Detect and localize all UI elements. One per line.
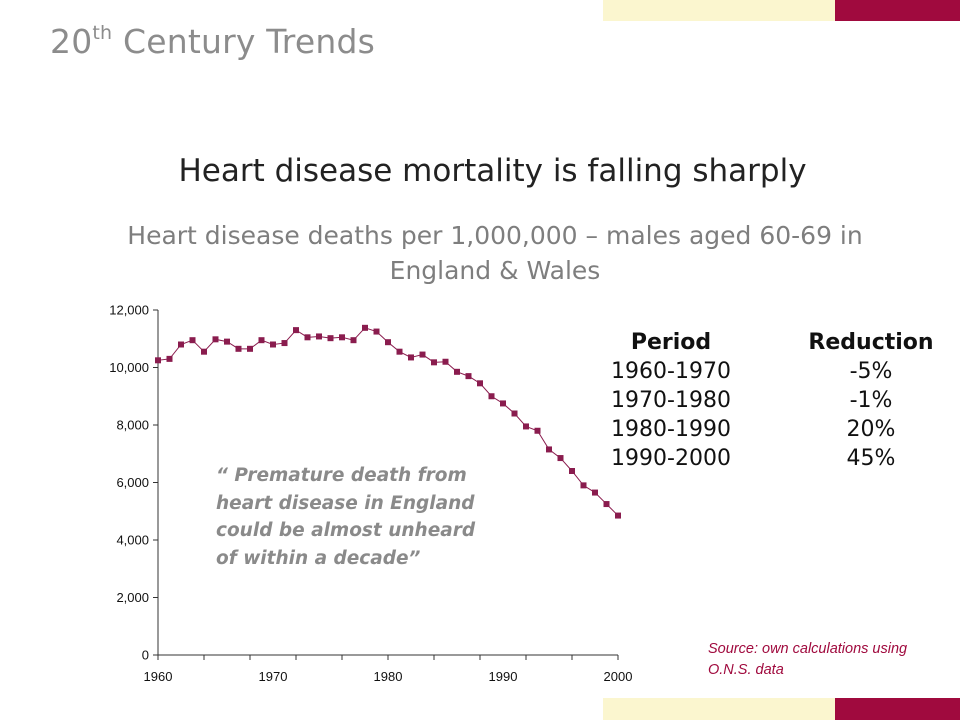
data-point <box>362 324 368 331</box>
y-tick-label: 6,000 <box>116 475 149 490</box>
data-point <box>488 393 495 400</box>
data-point <box>247 345 253 352</box>
data-point <box>155 357 161 364</box>
chart-subtitle: Heart disease deaths per 1,000,000 – mal… <box>127 221 863 285</box>
y-tick-label: 4,000 <box>116 533 149 548</box>
data-point <box>500 400 506 407</box>
data-point <box>201 348 207 355</box>
data-point <box>373 328 380 335</box>
table-row: 1980-1990 20% <box>600 417 960 446</box>
section-title-prefix: 20 <box>50 22 93 61</box>
quote-annotation: “ Premature death from heart disease in … <box>216 465 476 569</box>
data-point <box>304 334 311 341</box>
table-row: 1960-1970 -5% <box>600 359 960 388</box>
header-reduction: Reduction <box>808 330 934 355</box>
data-point <box>523 423 529 430</box>
data-point <box>442 358 449 365</box>
y-tick-label: 8,000 <box>116 418 149 433</box>
data-point <box>408 354 414 361</box>
data-point <box>477 380 483 387</box>
data-point <box>511 410 518 417</box>
header-period: Period <box>630 330 712 355</box>
data-point <box>339 334 345 341</box>
y-tick-label: 2,000 <box>116 590 149 605</box>
period-cell: 1990-2000 <box>611 446 731 471</box>
data-point <box>189 337 196 344</box>
data-point <box>316 333 322 340</box>
source-note: Source: own calculations using O.N.S. da… <box>708 641 908 678</box>
data-point <box>166 355 173 362</box>
data-point <box>224 338 230 345</box>
chart-axes <box>153 309 619 660</box>
section-title: 20th Century Trends <box>50 22 375 61</box>
data-point <box>327 335 334 342</box>
reduction-cell: 45% <box>846 446 896 471</box>
reduction-cell: -1% <box>849 388 893 413</box>
period-cell: 1960-1970 <box>611 359 731 384</box>
decorative-bar-cream-top <box>603 0 835 21</box>
data-point <box>350 337 357 344</box>
data-point <box>592 489 598 496</box>
data-point <box>212 336 219 343</box>
data-point <box>178 341 184 348</box>
data-point <box>615 512 621 519</box>
decorative-bar-maroon-top <box>835 0 960 21</box>
data-point <box>385 339 391 346</box>
data-point <box>454 368 460 375</box>
y-tick-label: 12,000 <box>109 303 149 318</box>
decorative-bar-cream-bottom <box>603 698 835 720</box>
x-tick-label: 1970 <box>259 669 288 684</box>
data-point <box>534 427 541 434</box>
data-point <box>258 337 265 344</box>
data-point <box>293 327 299 334</box>
y-tick-label: 0 <box>142 648 149 663</box>
table-row: 1970-1980 -1% <box>600 388 960 417</box>
section-title-sup: th <box>92 22 113 44</box>
data-point <box>546 446 552 453</box>
chart-tick-labels: 0 2,000 4,000 6,000 8,000 10,000 12,000 1960 197… <box>109 303 632 685</box>
x-tick-label: 2000 <box>604 669 633 684</box>
data-point <box>603 501 610 508</box>
data-point <box>270 341 276 348</box>
x-tick-label: 1960 <box>144 669 173 684</box>
reduction-table-header: Period Reduction <box>600 330 960 359</box>
data-point <box>569 468 575 474</box>
reduction-table: Period Reduction 1960-1970 -5% 1970-1980… <box>600 330 960 475</box>
data-point <box>281 340 288 347</box>
data-point <box>431 359 437 366</box>
period-cell: 1970-1980 <box>611 388 731 413</box>
data-point <box>465 373 472 380</box>
data-point <box>235 345 242 352</box>
chart-series <box>155 324 621 519</box>
x-tick-label: 1980 <box>374 669 403 684</box>
period-cell: 1980-1990 <box>611 417 731 442</box>
reduction-cell: 20% <box>846 417 896 442</box>
x-tick-label: 1990 <box>489 669 518 684</box>
y-tick-label: 10,000 <box>109 360 149 375</box>
data-point <box>419 351 426 358</box>
data-point <box>557 455 564 462</box>
decorative-bar-maroon-bottom <box>835 698 960 720</box>
reduction-cell: -5% <box>849 359 893 384</box>
data-point <box>580 482 587 489</box>
section-title-suffix: Century Trends <box>112 22 376 61</box>
headline: Heart disease mortality is falling sharp… <box>178 153 807 189</box>
table-row: 1990-2000 45% <box>600 446 960 475</box>
data-point <box>396 348 403 355</box>
